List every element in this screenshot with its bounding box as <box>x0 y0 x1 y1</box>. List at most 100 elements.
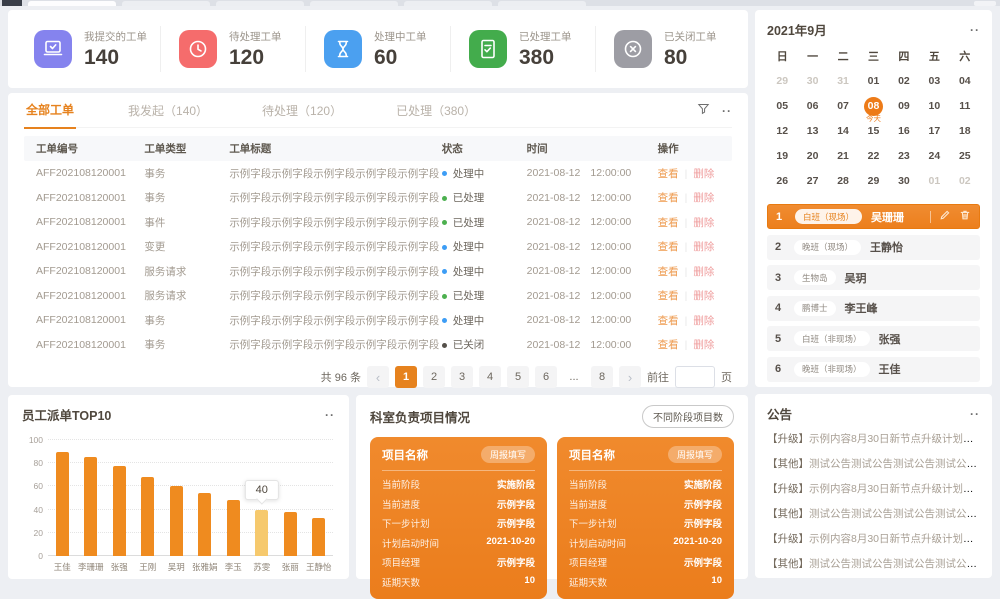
announcement-item[interactable]: 【其他】测试公告测试公告测试公告测试公告测试公告 <box>767 452 980 477</box>
calendar-day[interactable]: 15 <box>858 119 888 144</box>
page-button[interactable]: ... <box>569 371 579 383</box>
worklist-tab[interactable]: 我发起（140） <box>128 103 209 118</box>
view-link[interactable]: 查看 <box>657 167 679 180</box>
announcement-item[interactable]: 【升级】示例内容8月30日新节点升级计划通知 <box>767 427 980 452</box>
page-button[interactable]: 2 <box>423 366 445 388</box>
delete-link[interactable]: 删除 <box>693 314 715 327</box>
calendar-day[interactable]: 01 <box>858 69 888 94</box>
filter-icon[interactable] <box>697 102 710 120</box>
more-icon[interactable]: ·· <box>722 104 732 118</box>
weekday-label: 四 <box>898 51 910 63</box>
more-icon[interactable]: ·· <box>970 406 980 421</box>
page-button[interactable]: 4 <box>479 366 501 388</box>
calendar-day[interactable]: 17 <box>919 119 949 144</box>
worklist-tab[interactable]: 待处理（120） <box>262 103 343 118</box>
announcement-item[interactable]: 【其他】测试公告测试公告测试公告测试公告测试公告 <box>767 552 980 577</box>
announcement-item[interactable]: 【其他】测试公告测试公告测试公告测试公告测试公告 <box>767 502 980 527</box>
bar <box>283 511 297 556</box>
next-page-button[interactable]: › <box>619 366 641 388</box>
weekly-report-badge[interactable]: 周报填写 <box>480 446 535 463</box>
delete-link[interactable]: 删除 <box>693 241 715 254</box>
calendar-day[interactable]: 25 <box>950 144 980 169</box>
calendar-day[interactable]: 11 <box>950 94 980 119</box>
calendar-day[interactable]: 02 <box>889 69 919 94</box>
stage-count-button[interactable]: 不同阶段项目数 <box>642 405 734 428</box>
delete-link[interactable]: 删除 <box>693 192 715 205</box>
browser-tab[interactable] <box>404 1 492 6</box>
browser-tab[interactable] <box>498 1 586 6</box>
calendar-day[interactable]: 06 <box>797 94 827 119</box>
more-icon[interactable]: ·· <box>970 22 980 37</box>
edit-icon[interactable] <box>939 208 951 226</box>
calendar-day[interactable]: 28 <box>828 169 858 194</box>
page-button[interactable]: 1 <box>395 366 417 388</box>
more-icon[interactable]: ·· <box>325 407 335 422</box>
view-link[interactable]: 查看 <box>657 241 679 254</box>
shift-row[interactable]: 5 白班（非现场） 张强 <box>767 326 980 351</box>
delete-link[interactable]: 删除 <box>693 339 715 352</box>
browser-window-buttons[interactable] <box>974 1 996 6</box>
calendar-day[interactable]: 04 <box>950 69 980 94</box>
calendar-day[interactable]: 27 <box>797 169 827 194</box>
calendar-day[interactable]: 02 <box>950 169 980 194</box>
calendar-day[interactable]: 19 <box>767 144 797 169</box>
delete-link[interactable]: 删除 <box>693 290 715 303</box>
delete-link[interactable]: 删除 <box>693 167 715 180</box>
browser-tab[interactable] <box>310 1 398 6</box>
browser-tab[interactable] <box>122 1 210 6</box>
shift-row[interactable]: 6 晚班（非现场） 王佳 <box>767 356 980 382</box>
calendar-day[interactable]: 31 <box>828 69 858 94</box>
view-link[interactable]: 查看 <box>657 290 679 303</box>
page-button[interactable]: 6 <box>535 366 557 388</box>
calendar-day[interactable]: 08 今天 <box>858 94 888 123</box>
calendar-day[interactable]: 10 <box>919 94 949 119</box>
worklist-tab[interactable]: 已处理（380） <box>396 103 477 118</box>
announcement-item[interactable]: 【升级】示例内容8月30日新节点升级计划通知 <box>767 477 980 502</box>
delete-link[interactable]: 删除 <box>693 265 715 278</box>
calendar-day[interactable]: 14 <box>828 119 858 144</box>
shift-row[interactable]: 4 鹏博士 李王峰 <box>767 295 980 321</box>
shift-row[interactable]: 1 白班（现场） 吴珊珊 <box>767 204 980 229</box>
page-button[interactable]: 8 <box>591 366 613 388</box>
announcement-item[interactable]: 【升级】示例内容8月30日新节点升级计划通知 <box>767 527 980 552</box>
view-link[interactable]: 查看 <box>657 339 679 352</box>
calendar-day[interactable]: 21 <box>828 144 858 169</box>
view-link[interactable]: 查看 <box>657 216 679 229</box>
calendar-day[interactable]: 30 <box>889 169 919 194</box>
calendar-day[interactable]: 03 <box>919 69 949 94</box>
browser-tab[interactable] <box>216 1 304 6</box>
shift-person-name: 王佳 <box>878 364 901 376</box>
calendar-day[interactable]: 01 <box>919 169 949 194</box>
weekly-report-badge[interactable]: 周报填写 <box>667 446 722 463</box>
browser-tab[interactable] <box>28 1 116 6</box>
stat-card: 处理中工单 60 <box>306 26 451 72</box>
calendar-day[interactable]: 09 <box>889 94 919 119</box>
calendar-day[interactable]: 30 <box>797 69 827 94</box>
shift-row[interactable]: 2 晚班（现场） 王静怡 <box>767 234 980 260</box>
calendar-day[interactable]: 16 <box>889 119 919 144</box>
worklist-tab[interactable]: 全部工单 <box>24 92 77 129</box>
time-text: 12:00:00 <box>590 265 632 278</box>
view-link[interactable]: 查看 <box>657 192 679 205</box>
page-button[interactable]: 5 <box>507 366 529 388</box>
goto-page-input[interactable] <box>675 366 715 388</box>
calendar-day[interactable]: 23 <box>889 144 919 169</box>
calendar-day[interactable]: 22 <box>858 144 888 169</box>
calendar-day[interactable]: 12 <box>767 119 797 144</box>
calendar-day[interactable]: 20 <box>797 144 827 169</box>
calendar-day[interactable]: 07 <box>828 94 858 119</box>
calendar-day[interactable]: 29 <box>858 169 888 194</box>
delete-link[interactable]: 删除 <box>693 216 715 229</box>
calendar-day[interactable]: 29 <box>767 69 797 94</box>
calendar-day[interactable]: 05 <box>767 94 797 119</box>
calendar-day[interactable]: 13 <box>797 119 827 144</box>
view-link[interactable]: 查看 <box>657 265 679 278</box>
trash-icon[interactable] <box>959 208 971 226</box>
shift-row[interactable]: 3 生物岛 吴玥 <box>767 265 980 290</box>
calendar-day[interactable]: 18 <box>950 119 980 144</box>
calendar-day[interactable]: 24 <box>919 144 949 169</box>
prev-page-button[interactable]: ‹ <box>367 366 389 388</box>
calendar-day[interactable]: 26 <box>767 169 797 194</box>
page-button[interactable]: 3 <box>451 366 473 388</box>
view-link[interactable]: 查看 <box>657 314 679 327</box>
